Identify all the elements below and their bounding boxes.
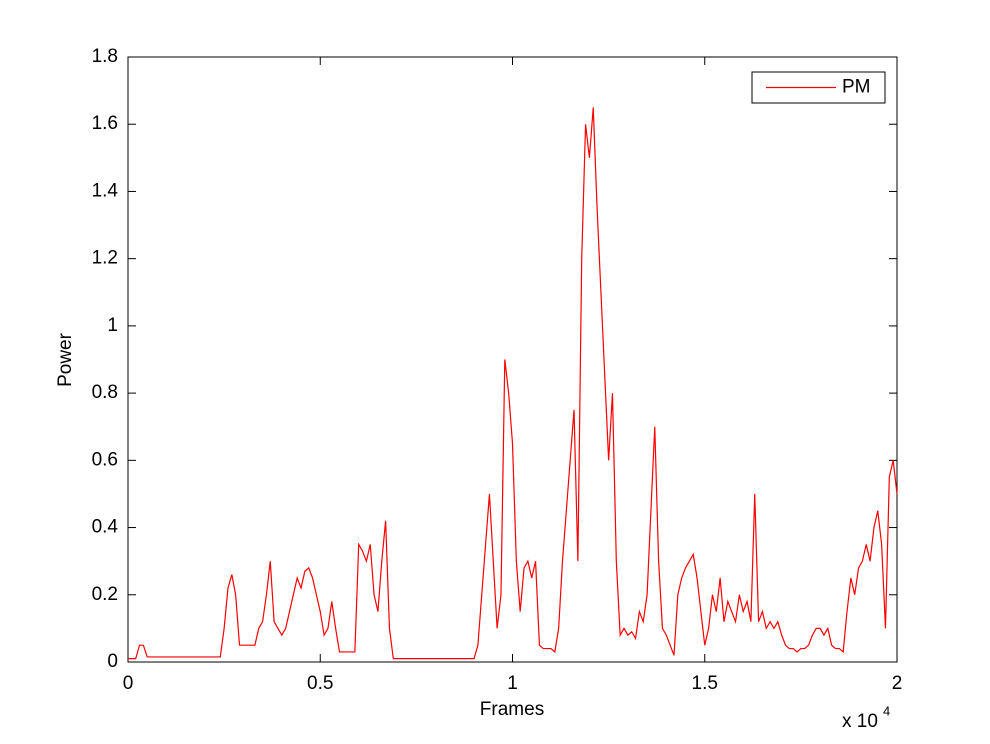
y-tick-label: 0.6 <box>92 449 118 470</box>
legend-label: PM <box>842 77 871 98</box>
y-tick-label: 0.2 <box>92 584 118 605</box>
y-axis-label: Power <box>55 332 76 387</box>
x-multiplier-exponent: 4 <box>883 703 890 718</box>
x-tick-label: 0 <box>123 673 134 694</box>
x-tick-label: 0.5 <box>307 673 333 694</box>
data-line <box>128 107 898 660</box>
x-multiplier: x 10 <box>842 711 878 732</box>
x-tick-label: 2 <box>892 673 903 694</box>
y-tick-label: 1.4 <box>92 180 119 201</box>
x-tick-label: 1 <box>507 673 518 694</box>
y-tick-label: 0.8 <box>92 382 118 403</box>
y-tick-label: 1.8 <box>92 46 118 67</box>
y-tick-label: 1 <box>107 315 118 336</box>
y-tick-label: 1.2 <box>92 248 118 269</box>
y-tick-label: 0.4 <box>92 517 119 538</box>
plot-frame <box>127 56 898 663</box>
y-tick-label: 0 <box>107 651 118 672</box>
x-tick-label: 1.5 <box>692 673 718 694</box>
y-tick-label: 1.6 <box>92 113 118 134</box>
x-axis-label: Frames <box>480 699 544 720</box>
